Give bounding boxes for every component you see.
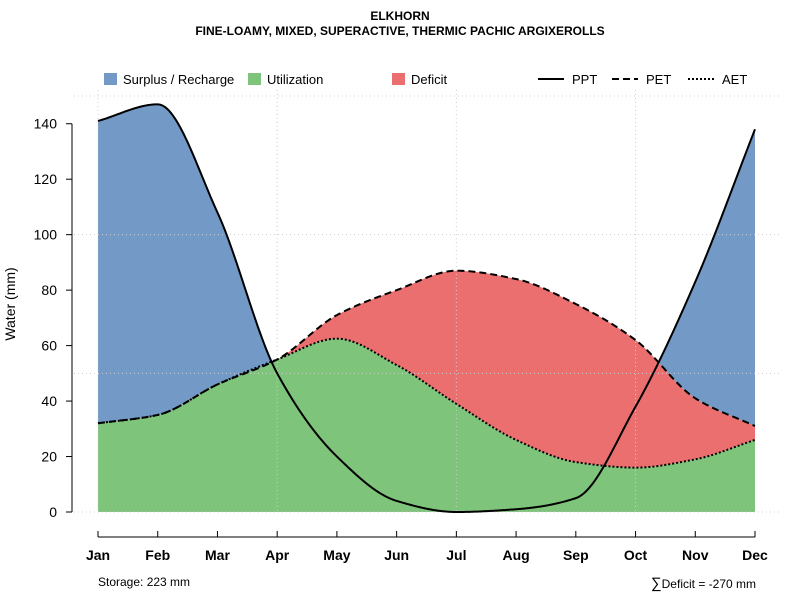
storage-annotation: Storage: 223 mm [98, 575, 191, 589]
aet-line [97, 337, 756, 469]
y-axis-label: Water (mm) [2, 267, 18, 340]
legend-label: Utilization [267, 72, 323, 87]
ppt-line [97, 103, 756, 513]
deficit-annotation: ∑Deficit = -270 mm [651, 575, 756, 592]
legend-label: PET [646, 72, 671, 87]
y-tick-label: 20 [41, 449, 57, 465]
legend-item: PPT [538, 72, 597, 87]
x-tick-label: Jan [86, 547, 110, 563]
x-tick-label: Feb [145, 547, 170, 563]
x-tick-label: Apr [265, 547, 290, 563]
legend-swatch [104, 73, 117, 85]
y-tick-label: 120 [34, 171, 58, 187]
utilization-area [98, 338, 755, 512]
x-tick-label: Oct [624, 547, 648, 563]
deficit-area [98, 270, 755, 468]
sum-icon: ∑ [650, 575, 662, 592]
deficit-text: Deficit = -270 mm [661, 577, 756, 591]
legend-item: Utilization [248, 72, 323, 87]
x-tick-label: Nov [682, 547, 709, 563]
y-tick-label: 0 [49, 504, 57, 520]
y-tick-label: 140 [34, 116, 58, 132]
legend-item: Surplus / Recharge [104, 72, 234, 87]
legend-swatch [248, 73, 261, 85]
x-tick-label: Aug [502, 547, 529, 563]
x-tick-label: Jul [446, 547, 466, 563]
surplus-area [98, 104, 755, 427]
x-tick-label: Sep [563, 547, 589, 563]
legend-swatch [392, 73, 405, 85]
x-tick-label: Mar [205, 547, 230, 563]
legend-label: PPT [572, 72, 597, 87]
legend-item: AET [688, 72, 747, 87]
x-tick-label: Dec [742, 547, 768, 563]
legend-label: AET [722, 72, 747, 87]
y-tick-label: 60 [41, 338, 57, 354]
x-tick-label: May [323, 547, 350, 563]
y-tick-label: 80 [41, 282, 57, 298]
legend-item: PET [612, 72, 671, 87]
y-tick-label: 40 [41, 393, 57, 409]
chart-title: ELKHORN [370, 9, 430, 23]
legend: Surplus / Recharge Utilization Deficit PPT P… [104, 72, 747, 87]
x-axis: Jan Feb Mar Apr May Jun Jul Aug Sep Oct Nov Dec [86, 531, 768, 563]
legend-item: Deficit [392, 72, 448, 87]
legend-label: Surplus / Recharge [123, 72, 234, 87]
legend-label: Deficit [411, 72, 448, 87]
y-axis: 0 20 40 60 80 100 120 140 Water (mm) [2, 116, 73, 520]
chart-subtitle: FINE-LOAMY, MIXED, SUPERACTIVE, THERMIC … [195, 24, 605, 38]
x-tick-label: Jun [384, 547, 409, 563]
y-tick-label: 100 [34, 227, 58, 243]
